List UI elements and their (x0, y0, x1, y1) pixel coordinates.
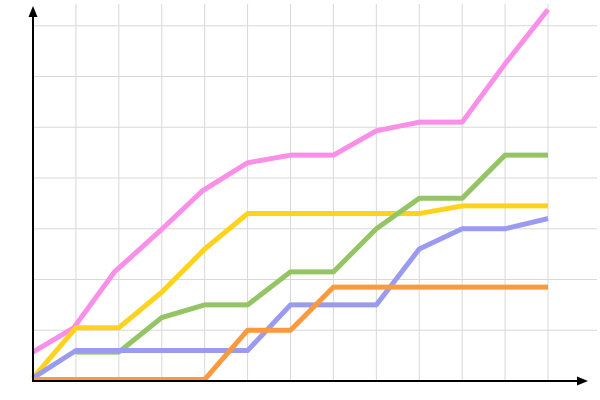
series-line-yellow (31, 203, 548, 380)
grid-lines (33, 4, 597, 381)
y-axis-arrow-icon (28, 6, 38, 17)
axis-lines (28, 6, 588, 386)
series-line-green (75, 152, 548, 355)
series-line-pink (31, 7, 550, 355)
series-lines (31, 7, 550, 382)
x-axis-arrow-icon (577, 376, 588, 386)
series-line-purple (31, 216, 549, 381)
series-line-orange (33, 284, 548, 382)
